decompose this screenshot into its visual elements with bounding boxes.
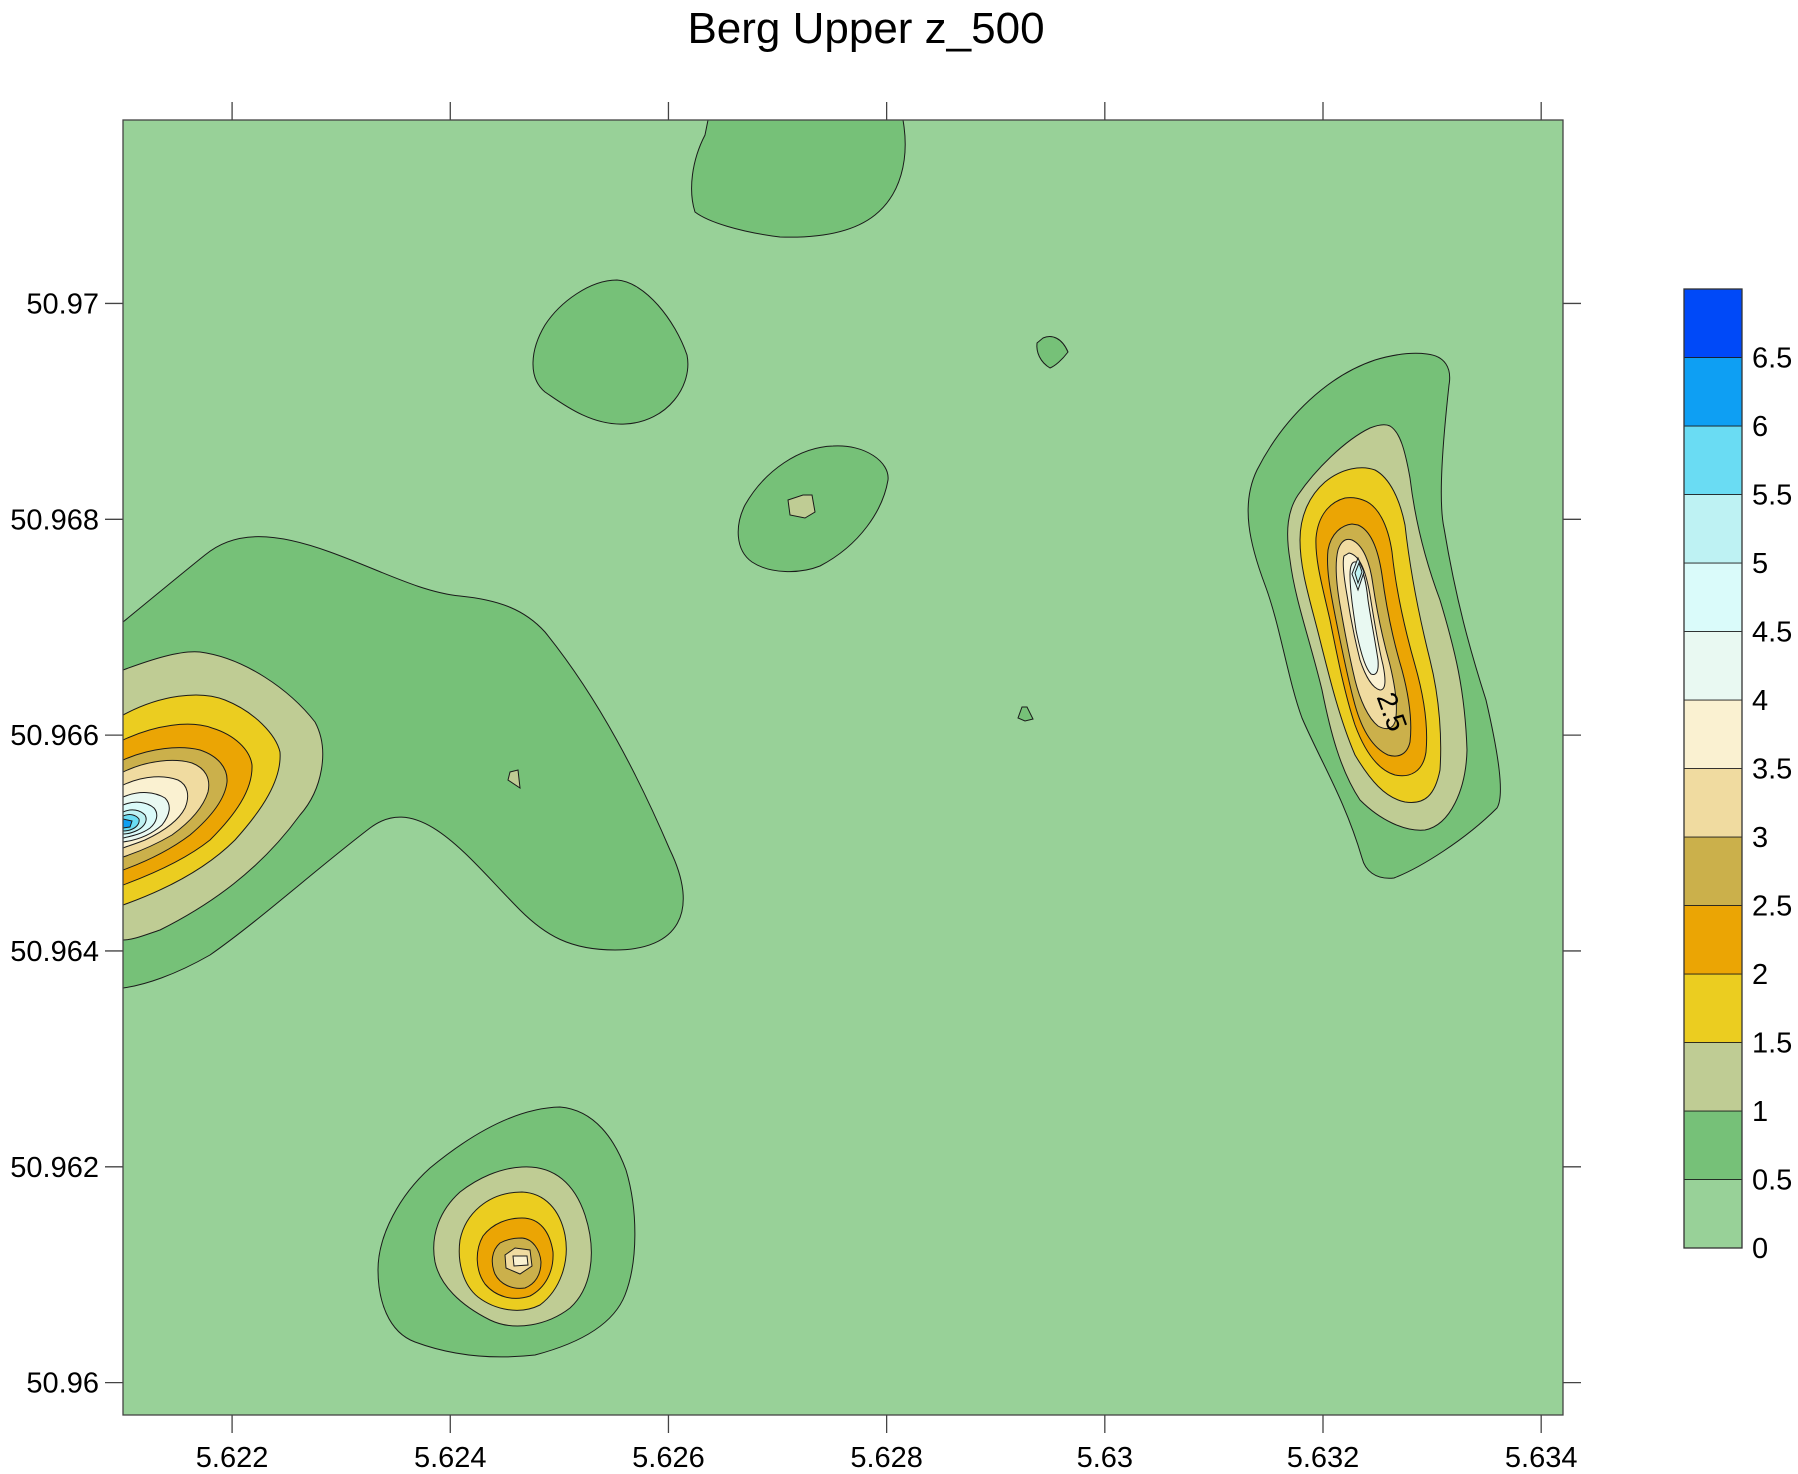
colorbar-label: 0 (1752, 1233, 1768, 1265)
colorbar-swatch (1683, 905, 1743, 975)
contour-fill (1017, 706, 1034, 722)
y-tick-label: 50.97 (26, 288, 99, 320)
colorbar-swatch (1683, 425, 1743, 495)
colorbar-label: 4 (1752, 685, 1768, 717)
contour-fill (123, 818, 133, 829)
colorbar-label: 1.5 (1752, 1028, 1792, 1060)
colorbar-label: 5 (1752, 548, 1768, 580)
colorbar-label: 2.5 (1752, 891, 1792, 923)
colorbar-swatch (1683, 1179, 1743, 1249)
contour-fill (1354, 561, 1363, 585)
x-tick-label: 5.624 (414, 1442, 487, 1474)
colorbar-border (1683, 288, 1743, 1249)
colorbar-swatch (1683, 699, 1743, 769)
colorbar-label: 2 (1752, 959, 1768, 991)
contour-fill (123, 536, 684, 989)
contour-fill (1349, 561, 1379, 675)
contour-fill (507, 769, 521, 790)
x-axis-top (231, 102, 1542, 120)
y-tick-label: 50.966 (10, 720, 99, 752)
x-tick-label: 5.622 (196, 1442, 269, 1474)
x-tick-label: 5.63 (1077, 1442, 1133, 1474)
y-tick-label: 50.968 (10, 504, 99, 536)
colorbar-swatch (1683, 973, 1743, 1043)
y-tick-label: 50.964 (10, 936, 99, 968)
colorbar-label: 3 (1752, 822, 1768, 854)
colorbar: 0 0.5 1 1.5 2 2.5 3 3.5 4 4.5 5 5.5 6 6.5 (1683, 288, 1792, 1265)
contour-fill (691, 120, 906, 238)
colorbar-swatch (1683, 288, 1743, 358)
colorbar-swatch (1683, 357, 1743, 427)
y-axis-right (1563, 302, 1581, 1384)
x-tick-label: 5.634 (1505, 1442, 1578, 1474)
colorbar-swatch (1683, 631, 1743, 701)
chart-title: Berg Upper z_500 (687, 4, 1044, 53)
x-tick-label: 5.628 (850, 1442, 923, 1474)
y-axis: 50.96 50.962 50.964 50.966 50.968 50.97 (10, 288, 123, 1400)
colorbar-label: 1 (1752, 1096, 1768, 1128)
colorbar-swatch (1683, 494, 1743, 564)
y-tick-label: 50.96 (26, 1368, 99, 1400)
colorbar-label: 0.5 (1752, 1165, 1792, 1197)
colorbar-swatch (1683, 768, 1743, 838)
colorbar-swatch (1683, 1110, 1743, 1180)
colorbar-label: 5.5 (1752, 480, 1792, 512)
x-tick-label: 5.626 (632, 1442, 705, 1474)
contour-fill (512, 1255, 529, 1267)
colorbar-label: 4.5 (1752, 617, 1792, 649)
colorbar-swatch (1683, 562, 1743, 632)
colorbar-label: 3.5 (1752, 754, 1792, 786)
colorbar-swatch (1683, 836, 1743, 906)
contour-fills (123, 120, 1501, 1358)
colorbar-label: 6 (1752, 411, 1768, 443)
plot-border (122, 119, 1564, 1416)
contour-fill (1036, 336, 1069, 369)
x-tick-label: 5.632 (1287, 1442, 1360, 1474)
contour-fill (532, 279, 689, 425)
contour-fill (787, 494, 816, 519)
colorbar-label: 6.5 (1752, 343, 1792, 375)
y-tick-label: 50.962 (10, 1152, 99, 1184)
x-axis: 5.622 5.624 5.626 5.628 5.63 5.632 5.634 (196, 1415, 1578, 1474)
colorbar-swatch (1683, 1042, 1743, 1112)
